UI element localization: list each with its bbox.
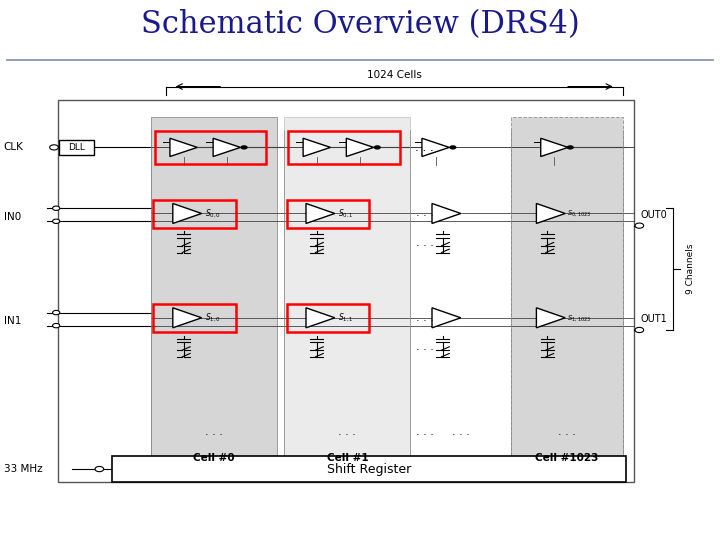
Polygon shape: [536, 308, 565, 328]
Text: Cell #0: Cell #0: [194, 453, 235, 463]
Circle shape: [95, 467, 104, 471]
Polygon shape: [536, 204, 565, 224]
Circle shape: [240, 145, 248, 150]
Bar: [284, 117, 410, 465]
Text: 33 MHz: 33 MHz: [4, 464, 42, 474]
Polygon shape: [173, 204, 202, 224]
Polygon shape: [170, 138, 197, 157]
Bar: [112, 456, 626, 482]
Text: DLL: DLL: [68, 143, 85, 152]
Circle shape: [635, 223, 644, 228]
Bar: [153, 304, 236, 332]
Bar: [151, 117, 277, 465]
Text: IN1: IN1: [4, 316, 21, 326]
Polygon shape: [213, 138, 240, 157]
Text: . . .: . . .: [416, 238, 433, 248]
Circle shape: [449, 145, 456, 150]
Text: CLK: CLK: [4, 143, 24, 152]
Text: . . .: . . .: [416, 313, 433, 323]
Polygon shape: [541, 138, 568, 157]
Polygon shape: [346, 138, 374, 157]
Bar: [511, 117, 623, 465]
Bar: [155, 131, 266, 164]
Bar: [287, 200, 369, 228]
Text: Cell #1023: Cell #1023: [535, 453, 599, 463]
Bar: [153, 200, 236, 228]
Circle shape: [635, 327, 644, 333]
Polygon shape: [303, 138, 330, 157]
Text: $S_{0,1}$: $S_{0,1}$: [338, 207, 354, 220]
Text: $S_{1,1}$: $S_{1,1}$: [338, 312, 354, 324]
Text: . . .: . . .: [205, 427, 223, 437]
Circle shape: [374, 145, 381, 150]
Text: 3: 3: [700, 513, 709, 526]
Text: Cell #1: Cell #1: [327, 453, 368, 463]
Text: $S_{0,1023}$: $S_{0,1023}$: [567, 208, 592, 219]
Text: . . .: . . .: [558, 427, 576, 437]
Text: . . .: . . .: [452, 427, 469, 437]
Bar: [58, 99, 634, 482]
Text: 1024 Cells: 1024 Cells: [366, 70, 422, 80]
Text: Shift Register: Shift Register: [327, 463, 411, 476]
Text: OUT0: OUT0: [641, 210, 667, 220]
Circle shape: [53, 310, 60, 315]
Text: . . .: . . .: [338, 427, 356, 437]
Bar: [287, 304, 369, 332]
Text: $S_{1,0}$: $S_{1,0}$: [205, 312, 221, 324]
Text: . . .: . . .: [416, 208, 433, 219]
Circle shape: [567, 145, 574, 150]
Text: $S_{0,0}$: $S_{0,0}$: [205, 207, 221, 220]
Text: . . .: . . .: [416, 427, 433, 437]
Polygon shape: [432, 204, 461, 224]
Text: Workshop on Picosecond Photon Sensors, Clermont-Ferrand: Workshop on Picosecond Photon Sensors, C…: [161, 513, 559, 526]
Polygon shape: [306, 204, 335, 224]
Text: . . .: . . .: [416, 342, 433, 353]
Polygon shape: [306, 308, 335, 328]
Text: . . .: . . .: [415, 141, 434, 154]
Circle shape: [53, 323, 60, 328]
Text: 9 Channels: 9 Channels: [686, 244, 696, 294]
Bar: [288, 131, 400, 164]
Text: 13 March 2014: 13 March 2014: [11, 513, 111, 526]
Text: OUT1: OUT1: [641, 314, 667, 324]
Polygon shape: [422, 138, 449, 157]
Bar: [59, 139, 94, 155]
Text: $S_{1,1023}$: $S_{1,1023}$: [567, 313, 592, 323]
Polygon shape: [173, 308, 202, 328]
Text: Schematic Overview (DRS4): Schematic Overview (DRS4): [140, 9, 580, 40]
Circle shape: [53, 219, 60, 224]
Text: IN0: IN0: [4, 212, 21, 222]
Circle shape: [50, 145, 58, 150]
Polygon shape: [432, 308, 461, 328]
Circle shape: [53, 206, 60, 211]
